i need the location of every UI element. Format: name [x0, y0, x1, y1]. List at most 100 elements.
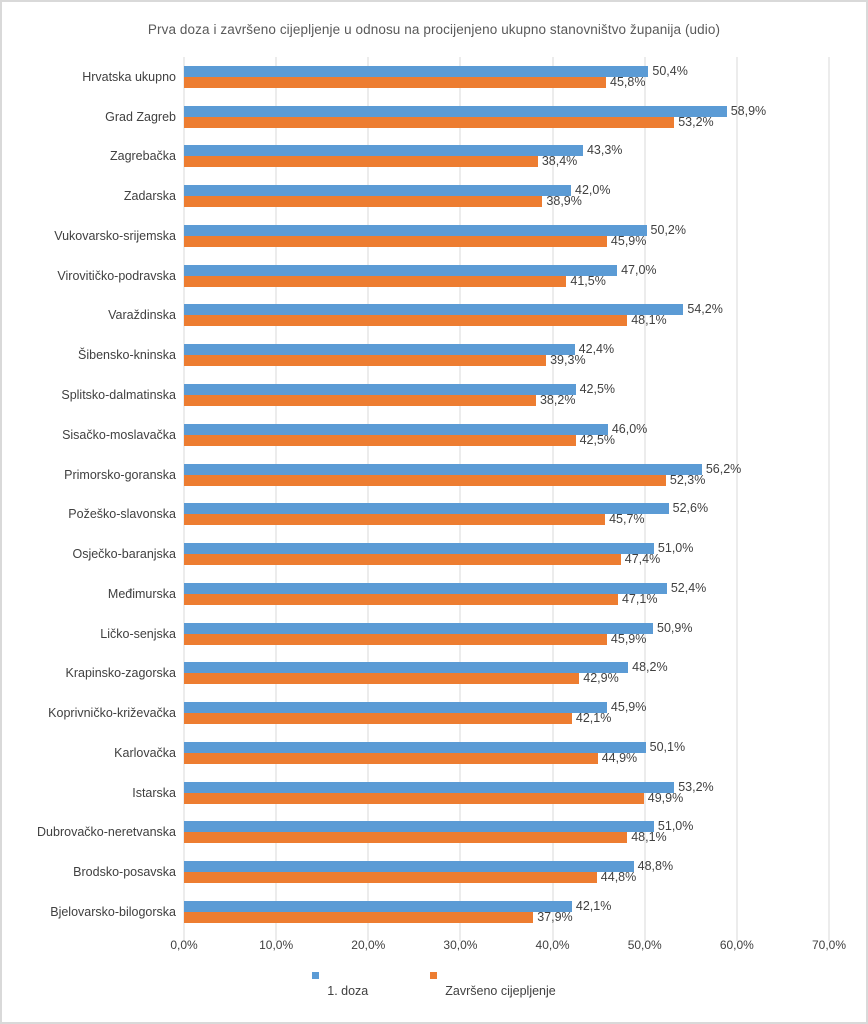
bar-value-label: 54,2%: [687, 302, 723, 317]
bar-value-label: 46,0%: [611, 421, 648, 436]
legend-entry: 1. doza: [312, 972, 368, 998]
chart-row: Dubrovačko-neretvanska 51,0% 48,1%: [37, 813, 829, 853]
bar-completed: [184, 713, 572, 725]
chart-plot-area: Hrvatska ukupno 50,4% 45,8% Grad Zagreb …: [37, 57, 830, 941]
gridline: [552, 57, 554, 941]
bar-completed: [184, 792, 644, 804]
bar-wrap: 50,9%: [184, 620, 829, 635]
legend-label: Završeno cijepljenje: [445, 984, 556, 998]
bar-completed: [184, 116, 675, 128]
bar-value-label: 50,9%: [657, 620, 693, 635]
chart-row: Osječko-baranjska 51,0% 47,4%: [72, 534, 829, 574]
category-label: Splitsko-dalmatinska: [61, 388, 176, 402]
bar-wrap: 56,2%: [184, 461, 829, 476]
category-label: Hrvatska ukupno: [82, 69, 176, 84]
bar-wrap: 48,1%: [184, 314, 829, 327]
x-axis-tick: 40,0%: [535, 938, 570, 952]
bar-value-label: 53,2%: [678, 779, 714, 794]
chart-row: Zadarska 42,0% 38,9%: [124, 176, 829, 216]
bar-completed: [184, 315, 628, 327]
bar-wrap: 38,9%: [184, 194, 829, 209]
category-label: Ličko-senjska: [100, 626, 176, 641]
chart-row: Koprivničko-križevačka 45,9% 42,1%: [48, 693, 829, 733]
bar-first-dose: [184, 105, 727, 117]
bar-wrap: 45,9%: [184, 701, 829, 713]
x-axis-tick: 10,0%: [259, 938, 294, 952]
bar-wrap: 43,3%: [184, 144, 829, 157]
bar-wrap: 48,2%: [184, 660, 829, 675]
chart-row: Virovitičko-podravska 47,0% 41,5%: [57, 256, 829, 296]
bar-wrap: 52,3%: [184, 472, 829, 487]
gridline: [736, 57, 738, 941]
bar-wrap: 49,9%: [184, 791, 829, 804]
bar-value-label: 45,9%: [610, 631, 647, 646]
bar-value-label: 56,2%: [705, 461, 742, 476]
category-label: Međimurska: [107, 586, 176, 601]
chart-row: Ličko-senjska 50,9% 45,9%: [100, 614, 829, 654]
chart-row: Varaždinska 54,2% 48,1%: [108, 296, 829, 336]
bar-completed: [184, 434, 576, 446]
category-label: Primorsko-goranska: [64, 467, 176, 482]
bar-wrap: 39,3%: [184, 353, 829, 368]
bar-value-label: 50,1%: [649, 739, 686, 754]
bar-wrap: 58,9%: [184, 104, 829, 117]
bar-first-dose: [184, 384, 576, 395]
bar-value-label: 42,5%: [579, 432, 616, 447]
bar-completed: [184, 196, 543, 208]
chart-row: Šibensko-kninska 42,4% 39,3%: [78, 335, 829, 375]
gridline: [275, 57, 277, 941]
bar-wrap: 54,2%: [184, 302, 829, 317]
bar-value-label: 42,5%: [579, 382, 616, 396]
bar-wrap: 42,1%: [184, 900, 829, 912]
bar-wrap: 45,9%: [184, 631, 829, 646]
bar-value-label: 48,8%: [637, 859, 674, 874]
bar-value-label: 48,2%: [632, 660, 668, 675]
bar-completed: [184, 474, 666, 486]
bar-wrap: 44,9%: [184, 752, 829, 764]
bar-value-label: 39,3%: [550, 353, 586, 368]
bar-wrap: 37,9%: [184, 911, 829, 923]
bar-wrap: 52,6%: [184, 502, 829, 515]
chart-row: Istarska 53,2% 49,9%: [132, 773, 829, 813]
bar-wrap: 53,2%: [184, 115, 829, 128]
bar-wrap: 44,8%: [184, 871, 829, 884]
bar-value-label: 47,4%: [624, 552, 661, 567]
bar-value-label: 38,4%: [541, 154, 578, 169]
bar-completed: [184, 673, 580, 685]
bar-value-label: 42,4%: [578, 342, 615, 357]
bar-first-dose: [184, 821, 654, 833]
bar-value-label: 38,2%: [539, 393, 576, 407]
category-label: Karlovačka: [114, 745, 176, 760]
bar-value-label: 38,9%: [546, 194, 582, 209]
bar-first-dose: [184, 224, 647, 236]
bar-wrap: 51,0%: [184, 541, 829, 556]
chart-title: Prva doza i završeno cijepljenje u odnos…: [147, 22, 721, 37]
bar-wrap: 42,5%: [184, 382, 829, 396]
bar-wrap: 42,0%: [184, 184, 829, 196]
bar-wrap: 47,1%: [184, 593, 829, 605]
bar-value-label: 51,0%: [657, 541, 694, 556]
bar-completed: [184, 554, 621, 566]
bar-value-label: 45,8%: [610, 74, 646, 89]
bar-wrap: 47,0%: [184, 263, 829, 276]
chart-row: Zagrebačka 43,3% 38,4%: [110, 137, 829, 177]
bar-first-dose: [184, 145, 583, 157]
x-axis-tick: 0,0%: [170, 938, 198, 952]
bar-completed: [184, 872, 597, 884]
x-axis-tick: 70,0%: [811, 938, 847, 952]
category-label: Požeško-slavonska: [68, 507, 176, 522]
bar-first-dose: [184, 662, 629, 674]
category-label: Osječko-baranjska: [72, 547, 176, 562]
category-label: Dubrovačko-neretvanska: [37, 825, 176, 840]
gridline: [459, 57, 461, 941]
category-label: Grad Zagreb: [105, 109, 176, 124]
bar-wrap: 47,4%: [184, 552, 829, 567]
category-label: Vukovarsko-srijemska: [54, 228, 176, 243]
bar-value-label: 50,2%: [650, 222, 686, 237]
bar-value-label: 52,3%: [669, 472, 706, 487]
chart-row: Požeško-slavonska 52,6% 45,7%: [68, 494, 829, 534]
chart-row: Hrvatska ukupno 50,4% 45,8%: [82, 57, 829, 97]
bar-wrap: 50,4%: [184, 65, 829, 77]
bar-value-label: 45,7%: [609, 512, 645, 527]
chart-row: Međimurska 52,4% 47,1%: [108, 574, 829, 614]
